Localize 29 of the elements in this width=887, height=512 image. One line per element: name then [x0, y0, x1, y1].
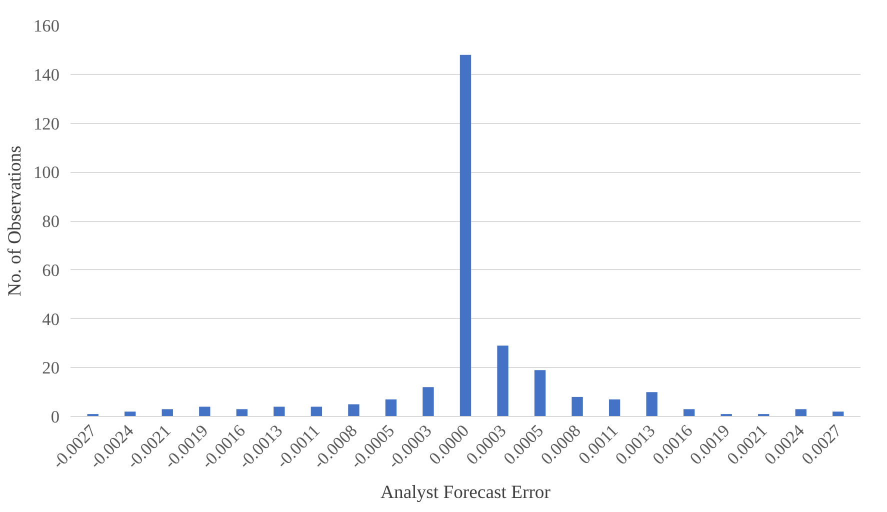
y-tick-label: 60 — [42, 260, 60, 280]
bar — [124, 412, 136, 416]
bar — [683, 409, 695, 416]
bar — [497, 346, 508, 416]
bar — [608, 399, 620, 416]
y-tick-label: 0 — [50, 408, 60, 426]
x-axis-title: Analyst Forecast Error — [380, 482, 552, 503]
bar — [460, 54, 472, 416]
bar — [422, 387, 434, 416]
bar — [534, 370, 546, 416]
y-tick-label: 120 — [34, 114, 60, 134]
bar — [162, 409, 173, 416]
y-tick-label: 20 — [42, 358, 60, 378]
bar — [795, 409, 806, 416]
y-tick-label: 100 — [34, 163, 60, 182]
bar — [646, 392, 658, 416]
bar — [310, 406, 322, 416]
bar — [385, 399, 397, 416]
y-tick-label: 40 — [42, 310, 60, 329]
bar — [832, 412, 844, 416]
bar — [236, 409, 248, 416]
y-tick-label: 160 — [34, 16, 60, 36]
y-tick-label: 80 — [42, 212, 60, 231]
bar — [199, 406, 210, 416]
bar — [572, 396, 583, 416]
y-axis-title: No. of Observations — [4, 146, 26, 296]
bar — [348, 404, 360, 416]
bar — [274, 406, 285, 416]
y-tick-label: 140 — [34, 65, 60, 84]
